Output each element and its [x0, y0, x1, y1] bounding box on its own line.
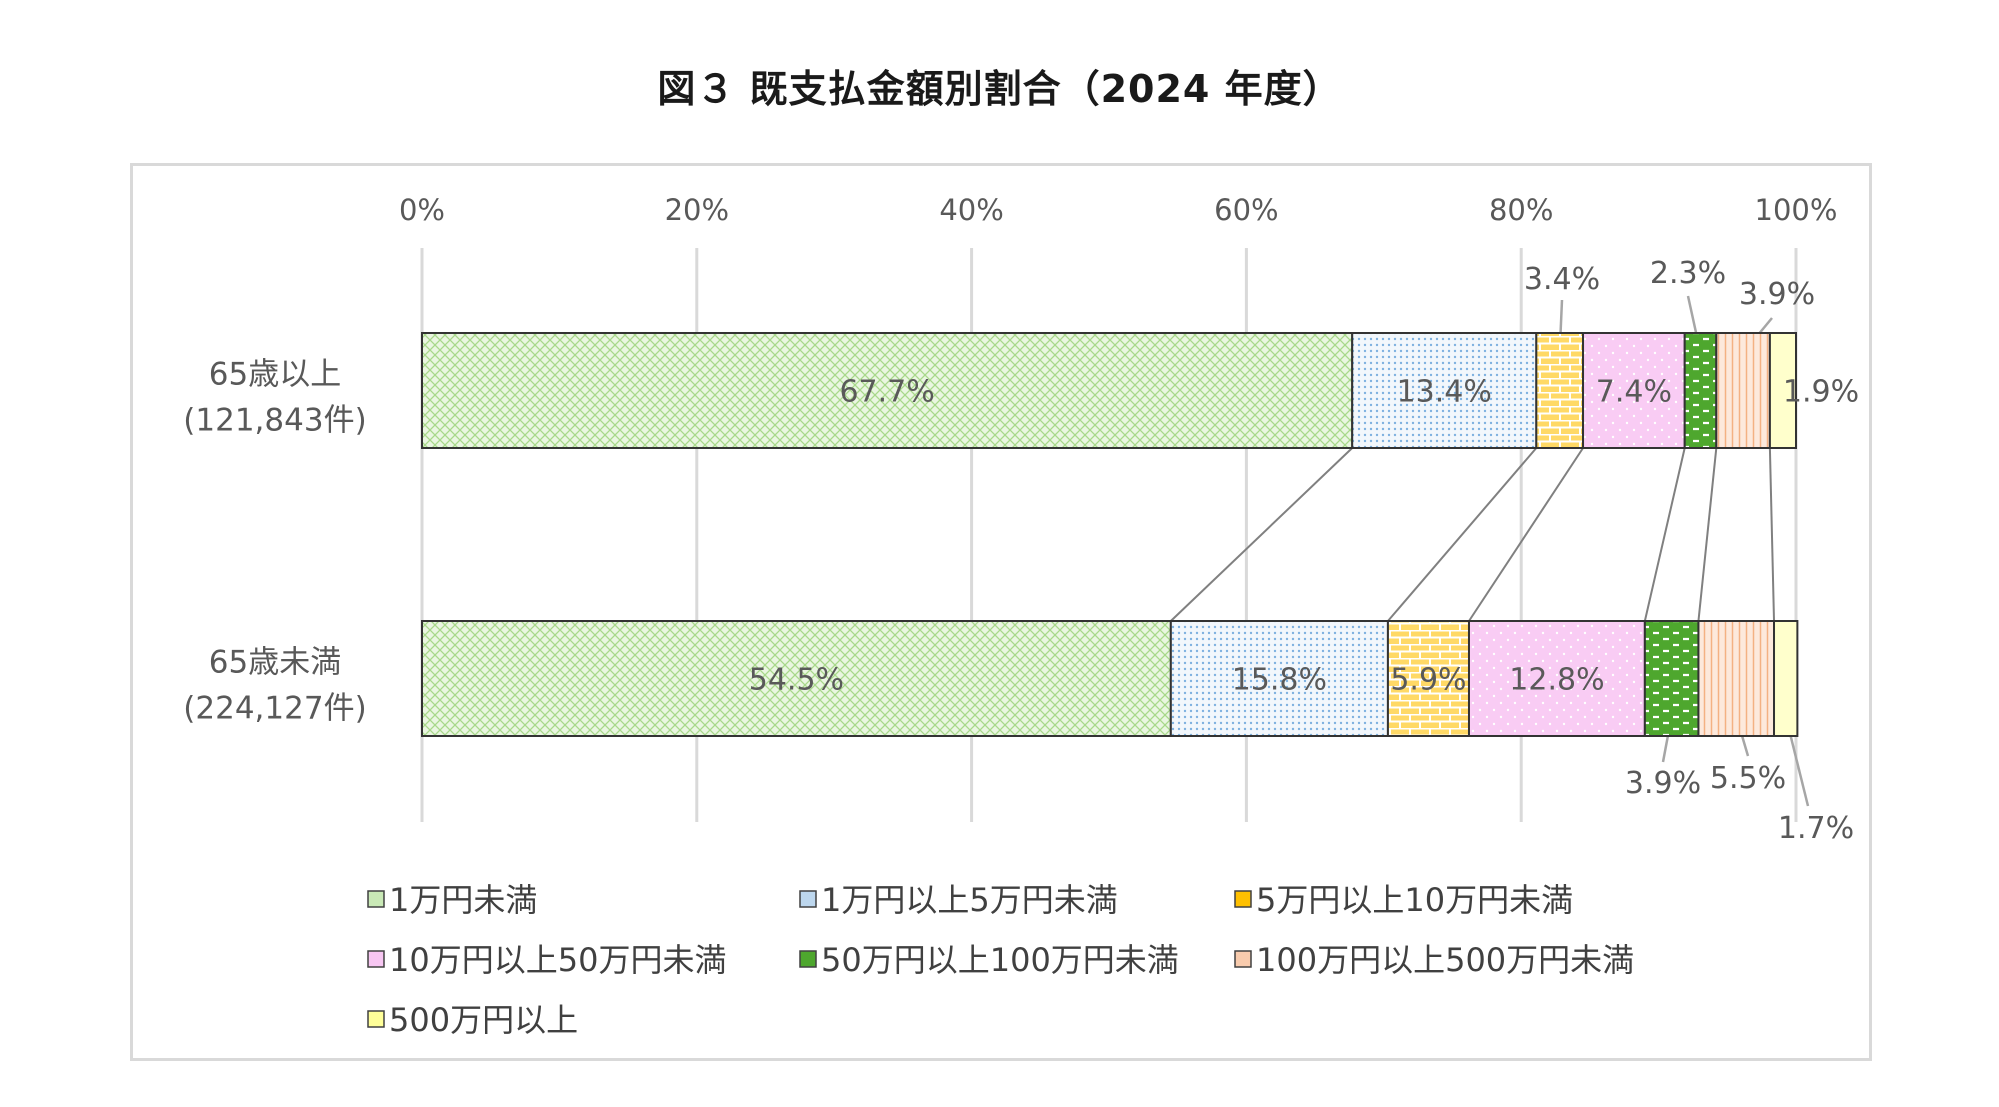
legend-swatch — [1234, 890, 1252, 908]
bar-segment — [1351, 332, 1538, 449]
legend-swatch — [367, 1010, 385, 1028]
series-connector-line — [1387, 447, 1538, 622]
bar-segment — [1386, 620, 1470, 737]
legend-entry: 50万円以上100万円未満 — [821, 941, 1179, 979]
x-tick-label: 40% — [939, 193, 1003, 227]
bar-segment — [1697, 620, 1776, 737]
x-tick-label: 0% — [399, 193, 445, 227]
legend-swatch — [367, 890, 385, 908]
series-connector-line — [1697, 447, 1718, 622]
data-label: 1.7% — [1778, 811, 1854, 846]
legend-entry: 5万円以上10万円未満 — [1256, 881, 1573, 919]
series-connector-line — [1643, 447, 1686, 622]
series-connector-line — [1468, 447, 1584, 622]
x-tick-label: 80% — [1489, 193, 1553, 227]
data-label: 1.9% — [1783, 375, 1859, 410]
data-label: 15.8% — [1232, 663, 1327, 698]
bar-segment — [1643, 620, 1700, 737]
bar-segment — [1535, 332, 1585, 449]
series-connector-line — [1768, 447, 1776, 622]
legend-entry: 500万円以上 — [389, 1001, 578, 1039]
data-label: 3.9% — [1625, 766, 1701, 801]
bar-segment — [1768, 332, 1798, 449]
legend-entry: 1万円未満 — [389, 881, 537, 919]
data-label: 5.9% — [1390, 663, 1466, 698]
bar-segment — [421, 332, 1354, 449]
data-label: 13.4% — [1397, 375, 1492, 410]
legend-swatch — [1234, 950, 1252, 968]
bar-segment — [421, 620, 1172, 737]
series-connector-line — [1170, 447, 1353, 622]
data-label: 12.8% — [1509, 663, 1604, 698]
bar-segment — [1582, 332, 1686, 449]
legend-entry: 1万円以上5万円未満 — [821, 881, 1118, 919]
data-label: 54.5% — [749, 663, 844, 698]
category-sublabel: (224,127件) — [183, 691, 366, 727]
data-label: 2.3% — [1650, 256, 1726, 291]
legend-entry: 100万円以上500万円未満 — [1256, 941, 1634, 979]
data-label: 67.7% — [839, 375, 934, 410]
data-label: 5.5% — [1710, 761, 1786, 796]
bar-segment — [1169, 620, 1389, 737]
x-tick-label: 60% — [1214, 193, 1278, 227]
category-label: 65歳以上 — [209, 357, 341, 393]
x-tick-label: 100% — [1755, 193, 1838, 227]
bar-segment — [1683, 332, 1718, 449]
bar-segment — [1715, 332, 1771, 449]
bar-segment — [1773, 620, 1799, 737]
legend-swatch — [367, 950, 385, 968]
legend-swatch — [799, 950, 817, 968]
category-label: 65歳未満 — [209, 645, 341, 681]
chart-title: 図３ 既支払金額別割合（2024 年度） — [657, 67, 1342, 111]
legend-entry: 10万円以上50万円未満 — [389, 941, 726, 979]
legend-swatch — [799, 890, 817, 908]
data-label: 7.4% — [1596, 375, 1672, 410]
x-tick-label: 20% — [665, 193, 729, 227]
data-label: 3.9% — [1739, 277, 1815, 312]
chart-frame — [130, 163, 1872, 1061]
data-label: 3.4% — [1524, 262, 1600, 297]
category-sublabel: (121,843件) — [183, 403, 366, 439]
